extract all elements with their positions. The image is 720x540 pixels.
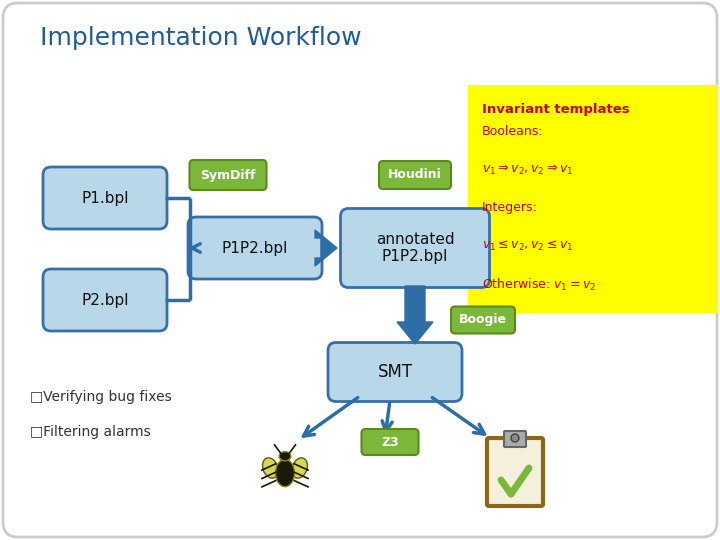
FancyBboxPatch shape (189, 160, 266, 190)
FancyBboxPatch shape (341, 208, 490, 287)
Text: Implementation Workflow: Implementation Workflow (40, 26, 361, 50)
Ellipse shape (263, 458, 278, 478)
FancyBboxPatch shape (504, 431, 526, 447)
Text: □Verifying bug fixes: □Verifying bug fixes (30, 390, 172, 404)
FancyBboxPatch shape (43, 167, 167, 229)
Text: Boogie: Boogie (459, 314, 507, 327)
Text: P1P2.bpl: P1P2.bpl (222, 240, 288, 255)
Text: $v_1 \Rightarrow v_2, v_2 \Rightarrow v_1$: $v_1 \Rightarrow v_2, v_2 \Rightarrow v_… (482, 163, 573, 177)
Text: Integers:: Integers: (482, 201, 538, 214)
FancyBboxPatch shape (43, 269, 167, 331)
Circle shape (511, 434, 519, 442)
Text: Invariant templates: Invariant templates (482, 103, 629, 116)
Polygon shape (315, 230, 337, 266)
Ellipse shape (276, 460, 294, 487)
Text: Otherwise: $v_1 = v_2$: Otherwise: $v_1 = v_2$ (482, 277, 596, 293)
FancyBboxPatch shape (379, 161, 451, 189)
Text: annotated
P1P2.bpl: annotated P1P2.bpl (376, 232, 454, 264)
FancyBboxPatch shape (328, 342, 462, 402)
Text: P1.bpl: P1.bpl (81, 191, 129, 206)
Text: $v_1 \leq v_2, v_2 \leq v_1$: $v_1 \leq v_2, v_2 \leq v_1$ (482, 239, 573, 253)
Text: □Filtering alarms: □Filtering alarms (30, 425, 150, 439)
FancyBboxPatch shape (361, 429, 418, 455)
Text: SymDiff: SymDiff (200, 168, 256, 181)
Text: SMT: SMT (377, 363, 413, 381)
Text: P2.bpl: P2.bpl (81, 293, 129, 307)
FancyBboxPatch shape (487, 438, 543, 506)
Text: Houdini: Houdini (388, 168, 442, 181)
Text: Z3: Z3 (381, 435, 399, 449)
Polygon shape (397, 286, 433, 344)
FancyBboxPatch shape (451, 307, 515, 334)
Ellipse shape (279, 451, 291, 461)
Bar (468, 85, 718, 313)
Text: Booleans:: Booleans: (482, 125, 544, 138)
Ellipse shape (292, 458, 307, 478)
FancyBboxPatch shape (188, 217, 322, 279)
